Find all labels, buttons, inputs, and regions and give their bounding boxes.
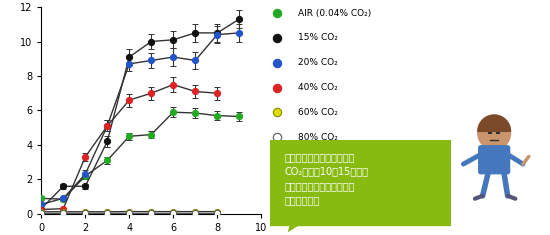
- Polygon shape: [288, 219, 310, 232]
- FancyBboxPatch shape: [478, 146, 509, 174]
- Text: 15% CO₂: 15% CO₂: [298, 33, 338, 43]
- Text: 60% CO₂: 60% CO₂: [298, 108, 338, 117]
- Wedge shape: [478, 115, 510, 131]
- Text: 火力発電所から排出される
CO₂濃度は10～15％で、
ミドリムシが最も効率よく
増えるんだ。: 火力発電所から排出される CO₂濃度は10～15％で、 ミドリムシが最も効率よく…: [284, 152, 368, 205]
- Text: 80% CO₂: 80% CO₂: [298, 133, 338, 142]
- Circle shape: [478, 117, 510, 150]
- Text: AIR (0.04% CO₂): AIR (0.04% CO₂): [298, 9, 371, 18]
- Text: 20% CO₂: 20% CO₂: [298, 58, 338, 67]
- FancyBboxPatch shape: [257, 135, 464, 226]
- Text: 40% CO₂: 40% CO₂: [298, 83, 338, 92]
